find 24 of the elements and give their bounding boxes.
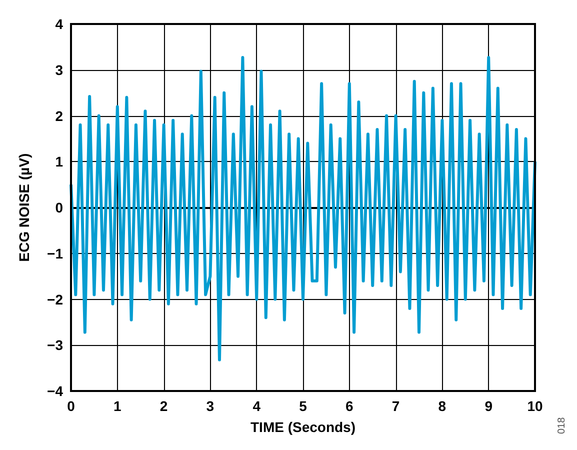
x-tick-label: 5 bbox=[299, 398, 308, 414]
line-series bbox=[70, 56, 536, 362]
x-tick-label: 9 bbox=[484, 398, 493, 414]
text: 018 bbox=[556, 416, 568, 434]
y-tick-label: 2 bbox=[55, 108, 64, 124]
x-tick-label: 8 bbox=[438, 398, 446, 414]
y-tick-label: 3 bbox=[55, 62, 64, 78]
x-axis-title: TIME (Seconds) bbox=[250, 419, 356, 435]
x-tick-label: 6 bbox=[346, 398, 354, 414]
y-tick-label: −3 bbox=[47, 337, 64, 354]
x-tick-label: 3 bbox=[206, 398, 214, 414]
y-axis-title: ECG NOISE (µV) bbox=[16, 153, 32, 262]
x-tick-label: 7 bbox=[392, 398, 400, 414]
y-tick-label: 0 bbox=[55, 200, 64, 216]
y-tick-label: −4 bbox=[47, 383, 64, 399]
x-tick-label: 1 bbox=[114, 398, 122, 414]
x-tick-label: 4 bbox=[252, 398, 261, 414]
x-tick-label: 2 bbox=[160, 398, 168, 414]
y-tick-label: 1 bbox=[55, 154, 64, 170]
y-tick-label: −2 bbox=[47, 291, 64, 308]
y-tick-label: 4 bbox=[55, 16, 64, 32]
x-tick-label: 0 bbox=[67, 398, 76, 414]
x-tick-label: 10 bbox=[527, 398, 543, 414]
y-tick-label: −1 bbox=[47, 245, 64, 262]
